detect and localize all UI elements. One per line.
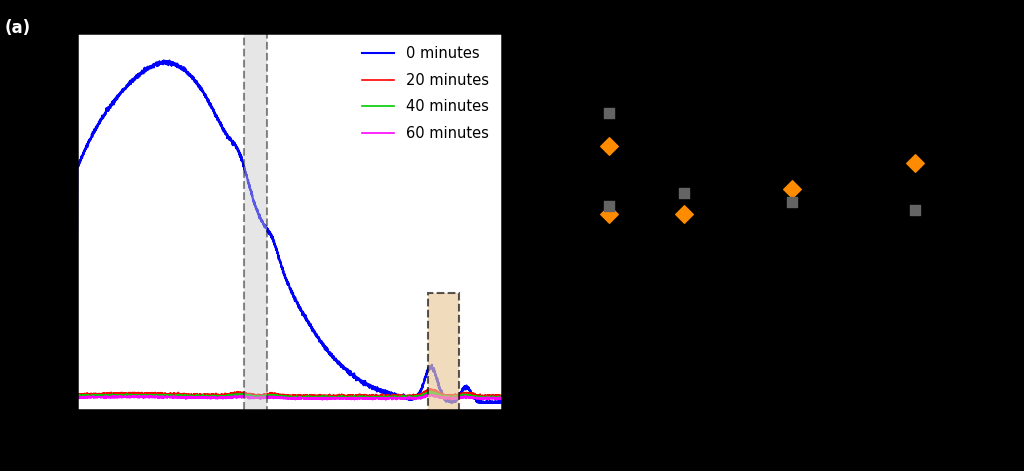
Point [676,189,692,197]
40 minutes [233,391,246,397]
Point [784,198,801,205]
60 minutes [252,395,264,401]
40 minutes [144,393,157,398]
20 minutes [441,393,454,398]
Bar [428,293,459,413]
60 minutes [144,394,157,399]
X-axis label: Raman shift (cm⁻¹): Raman shift (cm⁻¹) [208,439,371,454]
Line: 60 minutes: 60 minutes [77,395,502,400]
0 minutes [144,65,157,71]
Line: 0 minutes: 0 minutes [77,60,502,403]
Y-axis label: Intensity (counts): Intensity (counts) [25,145,40,298]
0 minutes [71,282,83,288]
20 minutes [233,390,246,396]
Text: (a): (a) [5,19,32,37]
20 minutes [496,397,508,402]
60 minutes [233,394,246,399]
20 minutes [487,393,500,398]
40 minutes [71,397,83,403]
40 minutes [252,394,264,400]
20 minutes [144,391,157,397]
40 minutes [496,396,508,402]
20 minutes [252,391,264,397]
40 minutes [487,393,500,399]
Point [784,185,801,193]
0 minutes [473,400,485,406]
0 minutes [233,154,246,159]
0 minutes [441,398,454,403]
0 minutes [496,400,508,406]
0 minutes [487,399,500,405]
Point [906,206,923,214]
0 minutes [252,211,264,217]
Point [600,211,616,218]
60 minutes [487,395,500,401]
60 minutes [496,398,508,403]
Bar [244,33,266,413]
Point [676,211,692,218]
40 minutes [441,394,454,399]
Point [600,202,616,210]
Line: 20 minutes: 20 minutes [77,389,502,400]
60 minutes [119,393,131,399]
0 minutes [158,57,170,63]
60 minutes [441,395,454,401]
Point [906,160,923,167]
Point [600,109,616,116]
20 minutes [424,386,436,391]
Point [600,143,616,150]
40 minutes [119,392,131,398]
Line: 40 minutes: 40 minutes [77,391,502,400]
0 minutes [119,85,131,90]
20 minutes [119,391,131,397]
60 minutes [426,392,438,398]
60 minutes [71,397,83,403]
20 minutes [71,397,83,403]
Legend: 0 minutes, 20 minutes, 40 minutes, 60 minutes: 0 minutes, 20 minutes, 40 minutes, 60 mi… [356,40,495,147]
40 minutes [425,389,437,394]
